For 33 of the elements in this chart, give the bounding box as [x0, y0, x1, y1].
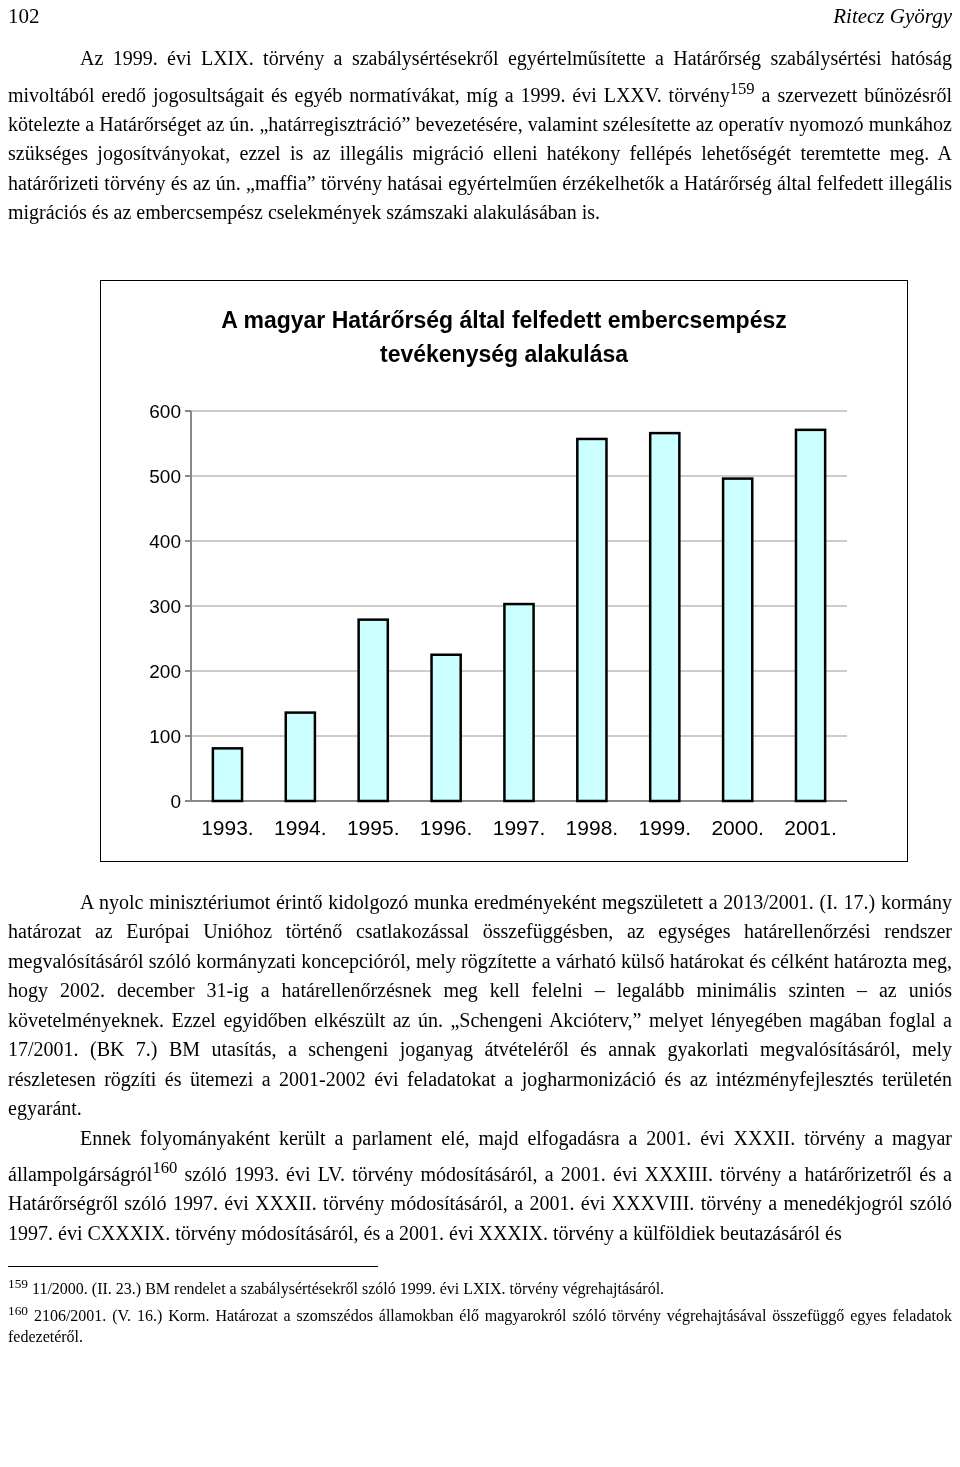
y-tick-label: 400 — [149, 530, 181, 552]
bar — [211, 746, 244, 802]
x-tick-label: 1993. — [201, 815, 254, 839]
y-tick-label: 500 — [149, 465, 181, 487]
x-tick-label: 1995. — [346, 815, 400, 839]
bar — [721, 477, 754, 802]
text: 102 — [8, 4, 40, 29]
y-tick-label: 200 — [149, 660, 181, 682]
text: $^{160}$ 2106/2001. (V. 16.) Korm. Határozat a szomszédos államokban élő magyarokról szóló törvény végrehajtásával összefüggő egyes feladatok fedezetéről. — [8, 1301, 952, 1347]
x-tick-label: 1999. — [638, 815, 692, 839]
bar — [357, 618, 390, 802]
bar — [794, 428, 827, 802]
x-tick-label: 1998. — [565, 815, 619, 839]
y-tick-label: 300 — [149, 595, 181, 617]
x-tick-label: 1994. — [274, 815, 327, 839]
text: Ritecz György — [833, 4, 952, 29]
y-tick-label: 600 — [149, 400, 181, 422]
chart-title: A magyar Határőrség által felfedett embercsempész tevékenység alakulása — [220, 305, 788, 369]
bar — [648, 431, 681, 802]
x-tick-label: 2000. — [711, 815, 764, 839]
text: Ennek folyományaként került a parlament elé, majd elfogadásra a 2001. évi XXXII. törvény a magyar állampolgárságról$^{160}$ szóló 1993. évi LV. törvény módosításáról, a 2001. évi XXXIII. törvény a határőrizetről és a Határőrségről szóló 1997. évi XXXII. törvény módosításáról, a 2001. évi XXXVIII. törvény a menedékjogról szóló 1997. évi CXXXIX. törvény módosításáról, és a 2001. évi XXXIX. törvény a külföldiek beutazásáról és — [8, 1125, 952, 1247]
text: $^{159}$ 11/2000. (II. 23.) BM rendelet a szabálysértésekről szóló 1999. évi LXIX. törvény végrehajtásáról. — [8, 1275, 666, 1300]
x-tick-label: 2001. — [784, 815, 837, 839]
bar — [576, 437, 608, 802]
y-tick-label: 0 — [170, 790, 181, 812]
bar — [430, 653, 462, 802]
bar — [503, 602, 535, 802]
bar — [284, 711, 317, 802]
x-tick-label: 1997. — [492, 815, 546, 839]
text: A nyolc minisztériumot érintő kidolgozó munka eredményeként megszületett a 2013/2001. (I. 17.) kormány határozat az Európai Unióhoz történő csatlakozással összefüggésben, az egységes határellenőrzési rendszer megvalósításáról szóló kormányzati koncepcióról, mely rögzítette a várható külső határokat és célként határozta meg, hogy 2002. december 31-ig a határellenőrzésnek meg kell felelni – legalább minimális szinten – az uniós követelményeknek. Ezzel egyidőben elkészült az ún. „Schengeni Akcióterv,” melyet lényegében magában foglal a 17/2001. (BK 7.) BM utasítás, a schengeni joganyag átvételéről és annak gyakorlati megvalósításáról, mely részletesen rögzíti és ütemezi a 2001-2002 évi feladatokat a jogharmonizáció és az intézményfejlesztés területén egyaránt. — [8, 889, 952, 1122]
y-tick-label: 100 — [149, 725, 181, 747]
text: Az 1999. évi LXIX. törvény a szabálysértésekről egyértelműsítette a Határőrség szabálysértési hatóság mivoltából eredő jogosultságait és egyéb normatívákat, míg a 1999. évi LXXV. törvény$^{159}$ a szervezett bűnözésről kötelezte a Határőrséget az ún. „határregisztráció” bevezetésére, valamint szélesítette az operatív nyomozó munkához szükséges jogosítványokat, ezzel is az illegális migráció elleni hatékony fellépés lehetőségét teremtette meg. A határőrizeti törvény és az ún. „maffia” törvény hatásai egyértelműen érzékelhetők a Határőrség által felfedett illegális migrációs és az embercsempész cselekmények számszaki alakulásában is. — [8, 46, 952, 226]
x-tick-label: 1996. — [419, 815, 473, 839]
